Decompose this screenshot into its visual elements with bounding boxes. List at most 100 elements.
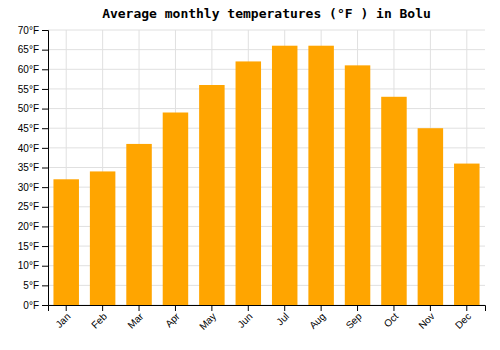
tick-label: 25°F (18, 201, 39, 212)
tick-mark (42, 187, 48, 188)
tick-mark (357, 305, 358, 311)
tick-mark (42, 246, 48, 247)
bar (272, 46, 297, 305)
tick-mark (42, 30, 48, 31)
tick-label: 20°F (18, 221, 39, 232)
grid-line (48, 69, 485, 70)
grid-line (48, 108, 485, 109)
tick-label: 35°F (18, 162, 39, 173)
tick-mark (466, 305, 467, 311)
tick-label: Sep (344, 310, 365, 331)
tick-label: Aug (307, 311, 327, 331)
tick: Jul (274, 305, 291, 327)
tick-mark (42, 128, 48, 129)
tick-mark (139, 305, 140, 311)
tick-mark (42, 89, 48, 90)
tick-mark (175, 305, 176, 311)
tick-mark (430, 305, 431, 311)
tick: 70°F (18, 25, 48, 36)
tick-label: Oct (382, 311, 401, 330)
tick-mark (42, 226, 48, 227)
tick: Oct (382, 305, 401, 329)
axis-line (49, 306, 486, 312)
tick-label: 15°F (18, 241, 39, 252)
tick-mark (102, 305, 103, 311)
grid-line (48, 88, 485, 89)
tick-label: Apr (163, 310, 182, 329)
tick-label: Mar (125, 310, 145, 330)
tick-mark (42, 266, 48, 267)
tick-label: May (197, 311, 218, 332)
tick-label: 0°F (23, 300, 39, 311)
tick: 20°F (18, 221, 48, 232)
tick: May (197, 305, 218, 332)
bar (126, 144, 151, 305)
tick-label: 60°F (18, 64, 39, 75)
tick-mark (66, 305, 67, 311)
bar (236, 61, 261, 305)
tick: 5°F (23, 280, 48, 291)
tick-label: Jul (274, 311, 291, 328)
y-axis: 0°F 5°F 10°F 15°F 20°F 25°F 30°F 35°F 40°F 45°F 50… (18, 25, 49, 311)
tick: 10°F (18, 260, 48, 271)
tick-label: 50°F (18, 103, 39, 114)
tick: 45°F (18, 123, 48, 134)
tick-label: Feb (89, 310, 109, 330)
tick-mark (321, 305, 322, 311)
tick-label: 65°F (18, 44, 39, 55)
tick: 55°F (18, 84, 48, 95)
grid-line (48, 30, 485, 31)
title: Average monthly temperatures (°F ) in Bo… (102, 6, 431, 21)
bar (199, 85, 224, 305)
tick: Feb (89, 305, 109, 331)
bar (163, 113, 188, 306)
tick-label: 45°F (18, 123, 39, 134)
tick-label: 55°F (18, 84, 39, 95)
tick-label: Nov (416, 311, 436, 331)
tick: Mar (125, 305, 145, 331)
tick: Nov (416, 305, 436, 331)
tick: 50°F (18, 103, 48, 114)
tick-mark (248, 305, 249, 311)
tick: 15°F (18, 241, 48, 252)
bar (90, 171, 115, 305)
tick-mark (42, 109, 48, 110)
tick-mark (42, 148, 48, 149)
tick: Dec (453, 305, 473, 331)
tick: Jan (53, 305, 72, 330)
tick-label: Dec (453, 311, 473, 331)
tick-mark (42, 168, 48, 169)
tick-mark (42, 207, 48, 208)
bar (308, 46, 333, 305)
tick-mark (393, 305, 394, 311)
tick-label: Jun (235, 311, 254, 330)
tick: 65°F (18, 44, 48, 55)
bar (418, 128, 443, 305)
tick: 40°F (18, 143, 48, 154)
tick-label: 70°F (18, 25, 39, 36)
bars (53, 46, 479, 305)
tick: Sep (344, 305, 365, 331)
bar (454, 164, 479, 305)
tick: Apr (163, 305, 182, 329)
x-axis: Jan Feb Mar Apr May Jun Jul Aug Sep Oct Nov Dec (49, 305, 486, 332)
tick: 35°F (18, 162, 48, 173)
axis-line (42, 31, 49, 306)
tick: 60°F (18, 64, 48, 75)
bar (53, 179, 78, 305)
tick-label: Jan (53, 311, 72, 330)
tick-mark (42, 305, 48, 306)
tick: Jun (235, 305, 254, 330)
chart: 0°F 5°F 10°F 15°F 20°F 25°F 30°F 35°F 40°F 45°F 50… (0, 0, 500, 350)
grid-line (48, 49, 485, 50)
tick-label: 5°F (23, 280, 39, 291)
tick-mark (42, 50, 48, 51)
tick: 30°F (18, 182, 48, 193)
tick: 0°F (23, 300, 48, 311)
plot: 0°F 5°F 10°F 15°F 20°F 25°F 30°F 35°F 40°F 45°F 50… (18, 25, 486, 332)
tick-mark (42, 69, 48, 70)
bar (345, 65, 370, 305)
grid (48, 30, 485, 305)
tick: Aug (307, 305, 327, 331)
tick-mark (211, 305, 212, 311)
